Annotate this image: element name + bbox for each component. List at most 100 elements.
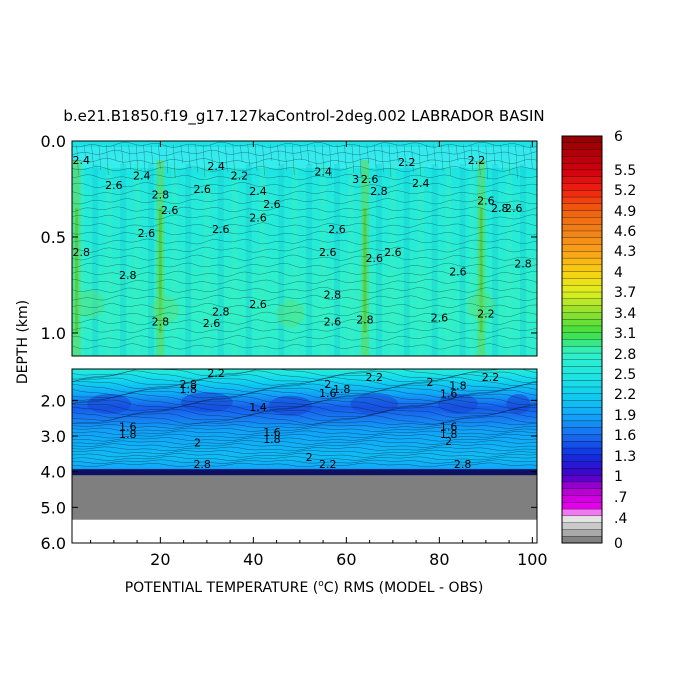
contour-line [143, 144, 146, 179]
y-tick-label: 5.0 [41, 498, 66, 517]
colorbar-cell [561, 135, 603, 144]
contour-label: 1.6 [440, 388, 458, 401]
column-shade [520, 164, 527, 356]
upper-band [72, 326, 537, 333]
contour-line [72, 182, 537, 189]
lower-band [72, 459, 537, 462]
green-stripe-core [363, 208, 367, 333]
column-shade [348, 164, 354, 356]
upper-band [72, 194, 537, 201]
lower-band [72, 390, 537, 393]
contour-line [366, 144, 369, 164]
contour-line [307, 144, 310, 165]
contour-line [72, 453, 537, 458]
contour-line [530, 144, 533, 169]
upper-band [72, 287, 537, 294]
contour-line [72, 412, 537, 422]
contour-line [72, 456, 537, 461]
column-shade [468, 164, 475, 356]
contour-label: 2 [324, 378, 331, 391]
contour-line [463, 144, 466, 166]
colorbar-label: 5.2 [614, 183, 636, 199]
contour-label: 2.8 [193, 458, 211, 471]
contour-line [240, 144, 243, 162]
contour-line [83, 144, 87, 161]
colorbar-cell [561, 196, 603, 205]
colorbar-cell [561, 291, 603, 300]
colorbar-label: 3.7 [614, 285, 636, 301]
contour-line [158, 144, 161, 169]
upper-band [72, 263, 537, 269]
contour-label: 2.2 [207, 367, 225, 380]
contour-label: 2.8 [152, 189, 170, 202]
contour-line [173, 144, 176, 178]
column-shade [292, 164, 299, 356]
contour-line [113, 144, 116, 161]
colorbar-cell [561, 285, 603, 293]
colorbar-cell [561, 162, 603, 171]
contour-label: 2.8 [514, 258, 532, 271]
ocean-floor [72, 475, 537, 520]
contour-label: 1.6 [119, 421, 137, 434]
contour-label: 2.6 [361, 173, 379, 186]
contour-label: 1.8 [449, 380, 467, 393]
contour-label: 2.8 [212, 306, 230, 319]
upper-band [72, 277, 537, 284]
contour-line [515, 144, 518, 179]
x-tick-label: 100 [517, 550, 548, 569]
contour-label: 2.2 [319, 458, 337, 471]
lower-band [72, 455, 537, 459]
contour-line [150, 144, 154, 165]
green-stripe-core [479, 208, 483, 333]
upper-band [72, 199, 537, 206]
contour-line [232, 144, 235, 177]
upper-band [72, 268, 537, 274]
contour-line [277, 144, 280, 166]
green-patch [76, 290, 105, 319]
contour-label: 2.4 [73, 154, 91, 167]
contour-label: 2.6 [449, 265, 467, 278]
colorbar-cell [561, 305, 603, 313]
lower-band [72, 445, 537, 448]
contour-line [299, 144, 302, 161]
contour-label: 1.8 [333, 383, 351, 396]
contour-label: 1.8 [263, 433, 281, 446]
column-shade [120, 164, 127, 356]
colorbar-label: 2.2 [614, 387, 636, 403]
contour-line [72, 383, 537, 393]
lower-band [72, 393, 537, 397]
upper-band [72, 219, 537, 225]
contour-line [470, 144, 474, 171]
colorbar-label: 6 [614, 129, 623, 145]
lower-band [72, 416, 537, 420]
contour-label: 2.6 [384, 246, 402, 259]
colorbar-cell [561, 413, 603, 422]
contour-line [72, 462, 537, 468]
lower-band [72, 457, 537, 460]
upper-band [72, 238, 537, 245]
contour-label: 2.6 [105, 179, 123, 192]
column-shade [171, 164, 178, 356]
colorbar-cell [561, 251, 603, 259]
contour-line [72, 433, 537, 439]
contour-label: 2.6 [249, 298, 267, 311]
lower-band [72, 434, 537, 437]
colorbar-cell [561, 407, 603, 415]
contour-line [135, 144, 139, 175]
contour-label: 1.8 [119, 428, 137, 441]
contour-line [225, 144, 228, 172]
contour-line [344, 144, 347, 169]
lower-band [72, 464, 537, 467]
colorbar-cell [561, 352, 603, 361]
x-tick-label: 80 [429, 550, 449, 569]
contour-line [396, 144, 399, 163]
colorbar-cell [561, 468, 603, 476]
lower-contour-labels: 2.22.81.8 2 1.81.62.2 2 1.81.62.21.41.61.8 1.… [119, 367, 499, 471]
colorbar-cell [561, 400, 603, 408]
upper-band [72, 282, 537, 289]
upper-band [72, 307, 537, 313]
contour-line [76, 144, 79, 176]
colorbar-cell [561, 264, 603, 273]
column-shade [185, 164, 192, 356]
contour-label: 2.2 [477, 308, 495, 321]
